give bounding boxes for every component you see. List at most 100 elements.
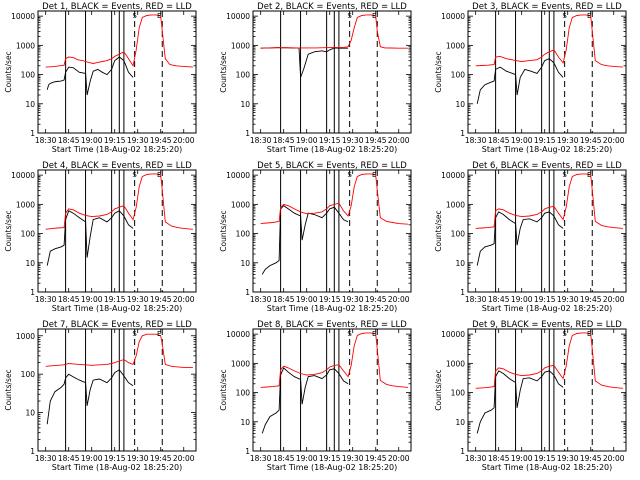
y-tick-label: 10000 <box>11 12 35 21</box>
x-tick-label: 18:45 <box>488 454 510 463</box>
x-tick-label: 20:00 <box>173 295 195 304</box>
x-tick-label: 20:00 <box>388 454 410 463</box>
y-tick-label: 10000 <box>11 171 35 180</box>
panel-title: Det 6, BLACK = Events, RED = LLD <box>472 161 622 171</box>
x-tick-label: 19:15 <box>319 295 341 304</box>
y-tick-label: 1 <box>460 129 465 138</box>
y-tick-label: 100 <box>21 71 36 80</box>
y-tick-label: 1 <box>30 288 35 297</box>
y-tick-label: 10000 <box>441 330 465 339</box>
panel-title: Det 5, BLACK = Events, RED = LLD <box>257 161 407 171</box>
series-line-lld <box>45 333 193 368</box>
y-tick-label: 100 <box>451 389 466 398</box>
x-tick-label: 19:00 <box>511 454 533 463</box>
y-tick-label: 10 <box>240 100 250 109</box>
detector-panel: Det 2, BLACK = Events, RED = LLD 18:30 18:… <box>219 2 412 154</box>
detector-panel: Det 5, BLACK = Events, RED = LLD 18:30 18:… <box>219 161 412 313</box>
x-tick-label: 18:45 <box>488 136 510 145</box>
y-tick-label: 100 <box>21 230 36 239</box>
y-tick-label: 10000 <box>226 330 250 339</box>
x-tick-label: 19:45 <box>365 454 387 463</box>
plot-frame <box>252 328 412 452</box>
y-tick-label: 1000 <box>231 41 250 50</box>
series-line-events <box>46 210 134 266</box>
x-axis-label: Start Time (18-Aug-02 18:25:20) <box>52 145 183 154</box>
plot-frame <box>252 10 412 134</box>
x-tick-label: 19:00 <box>296 454 318 463</box>
y-tick-label: 10000 <box>441 12 465 21</box>
x-tick-label: 20:00 <box>603 295 625 304</box>
x-tick-label: 18:30 <box>250 295 272 304</box>
x-tick-label: 20:00 <box>388 295 410 304</box>
flag-marker-e: E <box>157 171 161 179</box>
detector-panel: Det 1, BLACK = Events, RED = LLD 18:30 18:… <box>4 2 197 154</box>
panel-title: Det 3, BLACK = Events, RED = LLD <box>472 2 622 12</box>
flag-marker-e: E <box>587 12 591 20</box>
flag-marker-e: E <box>157 12 161 20</box>
detector-panel: Det 6, BLACK = Events, RED = LLD 18:30 18:… <box>434 161 627 313</box>
y-tick-label: 100 <box>236 230 251 239</box>
x-tick-label: 19:15 <box>104 295 126 304</box>
y-tick-label: 1 <box>460 288 465 297</box>
x-tick-label: 18:45 <box>273 454 295 463</box>
y-tick-label: 100 <box>21 370 36 379</box>
x-axis-label: Start Time (18-Aug-02 18:25:20) <box>52 304 183 313</box>
plot-frame <box>467 328 627 452</box>
y-tick-label: 1 <box>30 447 35 456</box>
x-tick-label: 20:00 <box>388 136 410 145</box>
x-tick-label: 18:45 <box>58 454 80 463</box>
flag-marker-e: E <box>157 330 161 338</box>
y-tick-label: 10 <box>25 259 35 268</box>
y-tick-label: 100 <box>451 230 466 239</box>
y-tick-label: 10 <box>25 409 35 418</box>
x-tick-label: 19:30 <box>127 295 149 304</box>
y-axis-label: Counts/sec <box>434 369 443 410</box>
x-tick-label: 19:15 <box>534 295 556 304</box>
series-line-events <box>476 370 564 434</box>
series-line-lld <box>260 332 408 388</box>
series-line-events <box>476 58 564 104</box>
x-tick-label: 19:45 <box>580 454 602 463</box>
y-tick-label: 10000 <box>441 171 465 180</box>
y-tick-label: 10 <box>455 259 465 268</box>
y-tick-label: 1000 <box>446 41 465 50</box>
series-line-lld <box>260 173 408 225</box>
y-tick-label: 1000 <box>16 41 35 50</box>
y-tick-label: 1 <box>30 129 35 138</box>
flag-marker-s: S <box>132 330 137 338</box>
panel-title: Det 4, BLACK = Events, RED = LLD <box>42 161 192 171</box>
x-tick-label: 19:15 <box>104 454 126 463</box>
x-tick-label: 19:45 <box>150 295 172 304</box>
panel-title: Det 9, BLACK = Events, RED = LLD <box>472 320 622 330</box>
x-tick-label: 20:00 <box>603 136 625 145</box>
x-tick-label: 19:00 <box>511 136 533 145</box>
x-tick-label: 19:45 <box>365 136 387 145</box>
x-tick-label: 18:45 <box>58 136 80 145</box>
flag-marker-s: S <box>132 171 137 179</box>
flag-marker-e: E <box>587 330 591 338</box>
series-line-lld <box>475 14 623 68</box>
x-axis-label: Start Time (18-Aug-02 18:25:20) <box>52 463 183 472</box>
y-tick-label: 10000 <box>226 171 250 180</box>
y-tick-label: 100 <box>236 389 251 398</box>
y-tick-label: 10 <box>240 259 250 268</box>
series-line-lld <box>475 332 623 389</box>
detector-panel: Det 3, BLACK = Events, RED = LLD 18:30 18:… <box>434 2 627 154</box>
x-tick-label: 19:15 <box>534 136 556 145</box>
flag-marker-e: E <box>372 171 376 179</box>
flag-marker-s: S <box>347 171 352 179</box>
y-tick-label: 10 <box>455 100 465 109</box>
panel-title: Det 8, BLACK = Events, RED = LLD <box>257 320 407 330</box>
x-tick-label: 19:00 <box>296 295 318 304</box>
y-axis-label: Counts/sec <box>434 51 443 92</box>
x-axis-label: Start Time (18-Aug-02 18:25:20) <box>482 463 613 472</box>
panel-title: Det 7, BLACK = Events, RED = LLD <box>42 320 192 330</box>
x-tick-label: 19:30 <box>127 136 149 145</box>
x-tick-label: 18:45 <box>273 295 295 304</box>
series-line-events <box>46 369 134 425</box>
y-tick-label: 100 <box>236 71 251 80</box>
series-line-lld <box>475 173 623 229</box>
series-line-events <box>261 367 349 434</box>
series-line-lld <box>260 14 408 49</box>
